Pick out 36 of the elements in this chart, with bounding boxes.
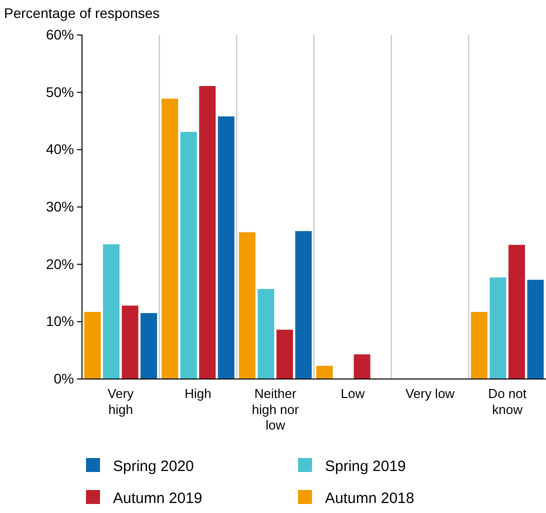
y-tick-label: 30% [46, 198, 74, 214]
y-tick-label: 50% [46, 84, 74, 100]
legend-label: Spring 2019 [325, 458, 406, 475]
bar [238, 232, 256, 379]
bar [140, 313, 158, 379]
bar [276, 330, 293, 379]
bar [527, 280, 544, 379]
bar [258, 288, 274, 379]
y-tick-label: 10% [46, 313, 74, 330]
bar [470, 312, 488, 379]
y-tick-label: 20% [46, 256, 74, 272]
x-tick-label: Very low [405, 386, 456, 402]
bar [122, 306, 138, 379]
bar [162, 98, 178, 379]
y-tick-label: 0% [54, 370, 74, 386]
bar [103, 244, 120, 379]
x-tick-label: Low [340, 386, 366, 402]
legend-label: Autumn 2018 [325, 490, 414, 507]
legend-label: Spring 2020 [113, 458, 194, 475]
y-tick-label: 40% [46, 141, 74, 158]
bar [316, 366, 333, 379]
y-tick-label: 60% [46, 26, 74, 42]
bar [180, 132, 197, 379]
bar [354, 354, 370, 379]
x-tick-label: Do not know [488, 386, 527, 417]
bar [199, 86, 216, 379]
x-tick-label: High [184, 386, 212, 402]
legend-label: Autumn 2019 [113, 490, 202, 507]
bar [508, 244, 525, 379]
y-axis-title: Percentage of responses [4, 5, 160, 21]
x-tick-label: Very high [108, 386, 134, 417]
bar [84, 312, 101, 379]
bar [218, 116, 234, 379]
bar [490, 278, 506, 379]
x-tick-label: Neither high nor low [252, 386, 300, 432]
bar [295, 231, 312, 379]
